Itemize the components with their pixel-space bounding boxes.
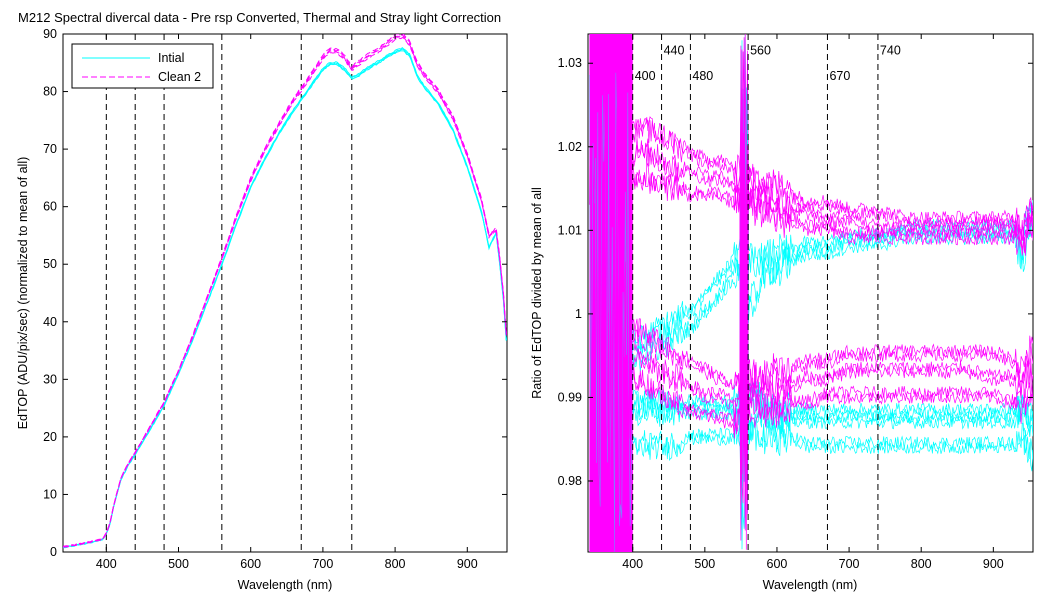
right-series-line-clean2 (632, 162, 1033, 501)
left-plot-frame (62, 33, 508, 553)
left-x-axis-label: Wavelength (nm) (238, 578, 333, 592)
right-series-line-clean2 (632, 234, 1033, 435)
left-x-ticks: 400 500 600 700 800 900 (96, 34, 478, 571)
left-x-tick-label: 600 (240, 557, 261, 571)
right-chart: 400 440 480 560 670 740 400 500 600 700 800 900 0.… (530, 33, 1034, 592)
right-annotation-label: 740 (880, 44, 901, 58)
right-y-tick-label: 0.99 (558, 390, 582, 404)
figure-title: M212 Spectral divercal data - Pre rsp Co… (18, 10, 502, 25)
right-y-tick-label: 1.01 (558, 223, 582, 237)
right-annotation-label: 480 (692, 69, 713, 83)
right-noise-band (589, 34, 633, 552)
left-y-tick-label: 30 (43, 372, 57, 386)
right-x-tick-label: 600 (767, 557, 788, 571)
right-series-line-clean2 (632, 50, 1033, 504)
left-y-ticks: 0 10 20 30 40 50 60 70 80 90 (43, 27, 507, 559)
right-noise-trace (589, 72, 633, 552)
right-noise-trace (589, 41, 633, 532)
right-annotation-label: 400 (635, 69, 656, 83)
right-reference-lines (632, 34, 879, 552)
right-y-tick-label: 1 (575, 307, 582, 321)
right-x-tick-label: 500 (694, 557, 715, 571)
right-series-line-initial (632, 70, 1033, 469)
left-x-tick-label: 500 (168, 557, 189, 571)
left-y-tick-label: 60 (43, 200, 57, 214)
right-series-line-clean2 (632, 34, 1033, 519)
right-y-tick-label: 1.02 (558, 140, 582, 154)
left-y-tick-label: 50 (43, 257, 57, 271)
right-y-ticks: 0.98 0.99 1 1.01 1.02 1.03 (558, 56, 1033, 488)
right-annotation-label: 560 (750, 44, 771, 58)
left-y-tick-label: 40 (43, 315, 57, 329)
right-series-line-initial (632, 93, 1033, 463)
right-annotations: 400 440 480 560 670 740 (635, 44, 901, 83)
right-y-tick-label: 1.03 (558, 56, 582, 70)
left-x-tick-label: 700 (312, 557, 333, 571)
right-series-line-clean2 (632, 87, 1033, 528)
left-series-line-initial (63, 47, 507, 548)
right-series-line-initial (632, 34, 1033, 489)
right-x-tick-label: 800 (911, 557, 932, 571)
left-chart: 400 500 600 700 800 900 0 10 20 30 40 50 60 70 80 90 W… (16, 27, 508, 592)
left-y-tick-label: 70 (43, 142, 57, 156)
right-series-line-clean2 (632, 45, 1033, 466)
right-series (632, 34, 1033, 550)
right-x-ticks: 400 500 600 700 800 900 (622, 34, 1004, 571)
right-x-tick-label: 900 (983, 557, 1004, 571)
left-y-tick-label: 20 (43, 430, 57, 444)
left-y-tick-label: 80 (43, 85, 57, 99)
right-x-tick-label: 700 (839, 557, 860, 571)
right-x-axis-label: Wavelength (nm) (763, 578, 858, 592)
right-y-axis-label: Ratio of EdTOP divided by mean of all (530, 187, 544, 398)
left-y-axis-label: EdTOP (ADU/pix/sec) (normalized to mean … (16, 157, 30, 430)
right-x-tick-label: 400 (622, 557, 643, 571)
right-y-tick-label: 0.98 (558, 474, 582, 488)
left-reference-lines (105, 34, 353, 552)
left-x-tick-label: 400 (96, 557, 117, 571)
right-annotation-label: 440 (664, 44, 685, 58)
left-x-tick-label: 900 (457, 557, 478, 571)
right-series-line-clean2 (632, 98, 1033, 550)
left-series (63, 34, 507, 549)
legend-initial-label: Intial (158, 51, 184, 65)
left-x-tick-label: 800 (385, 557, 406, 571)
legend-box (71, 43, 214, 89)
left-y-tick-label: 10 (43, 487, 57, 501)
legend-clean-label: Clean 2 (158, 70, 201, 84)
legend: Intial Clean 2 (71, 43, 214, 89)
right-series-line-clean2 (632, 37, 1033, 541)
left-series-line-clean2 (63, 34, 507, 548)
right-series-line-clean2 (632, 108, 1033, 498)
left-series-line-clean2 (63, 34, 507, 548)
left-y-tick-label: 0 (50, 545, 57, 559)
right-annotation-label: 670 (829, 69, 850, 83)
right-series-line-clean2 (632, 51, 1033, 480)
right-series-line-initial (632, 81, 1033, 495)
left-y-tick-label: 90 (43, 27, 57, 41)
right-plot-frame (587, 33, 1034, 553)
